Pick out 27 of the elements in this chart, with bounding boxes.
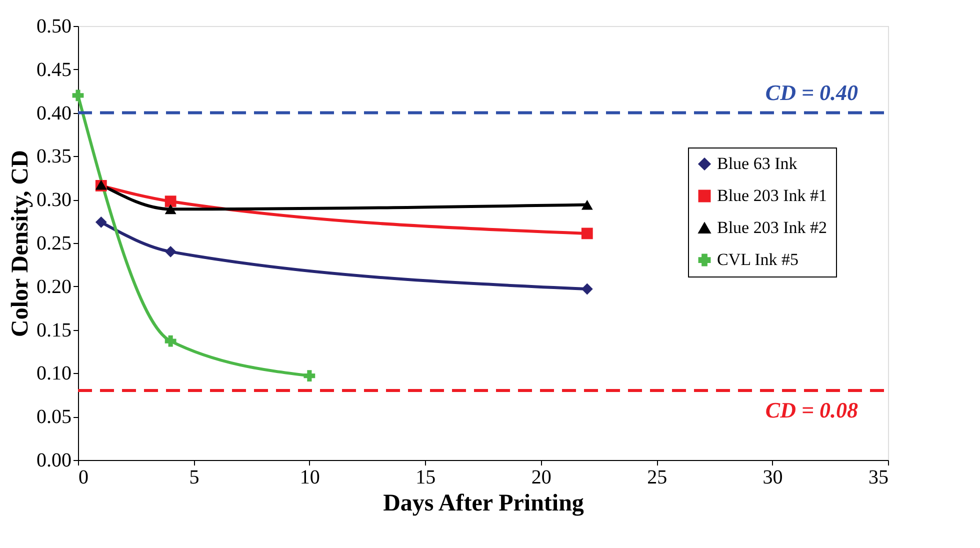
y-tick-label: 0.35 — [36, 146, 72, 168]
legend-label: Blue 203 Ink #1 — [717, 186, 828, 206]
x-tick-label: 10 — [300, 466, 320, 488]
y-axis-title: Color Density, CD — [8, 150, 34, 337]
y-tick-label: 0.20 — [36, 276, 72, 298]
ref-line-label: CD = 0.08 — [765, 398, 858, 423]
x-tick-label: 15 — [416, 466, 436, 488]
x-tick-label: 30 — [762, 466, 783, 488]
y-tick-label: 0.45 — [36, 58, 72, 81]
x-axis-title: Days After Printing — [383, 490, 584, 516]
legend-label: Blue 63 Ink — [717, 154, 798, 174]
y-tick-label: 0.30 — [36, 189, 72, 212]
x-tick-label: 0 — [78, 466, 88, 488]
y-tick-label: 0.05 — [36, 406, 72, 428]
legend-label: Blue 203 Ink #2 — [717, 218, 828, 238]
legend-label: CVL Ink #5 — [717, 250, 799, 270]
x-tick-label: 20 — [531, 466, 552, 488]
y-tick-label: 0.15 — [36, 319, 72, 342]
x-tick-label: 25 — [647, 466, 668, 488]
x-tick-label: 35 — [868, 466, 888, 488]
y-tick-label: 0.00 — [36, 450, 72, 472]
y-tick-label: 0.50 — [36, 16, 72, 38]
ref-line-label: CD = 0.40 — [765, 80, 858, 105]
y-tick-label: 0.10 — [36, 362, 72, 385]
y-tick-label: 0.25 — [36, 232, 72, 254]
x-tick-label: 5 — [189, 466, 200, 488]
y-tick-label: 0.40 — [36, 102, 72, 124]
